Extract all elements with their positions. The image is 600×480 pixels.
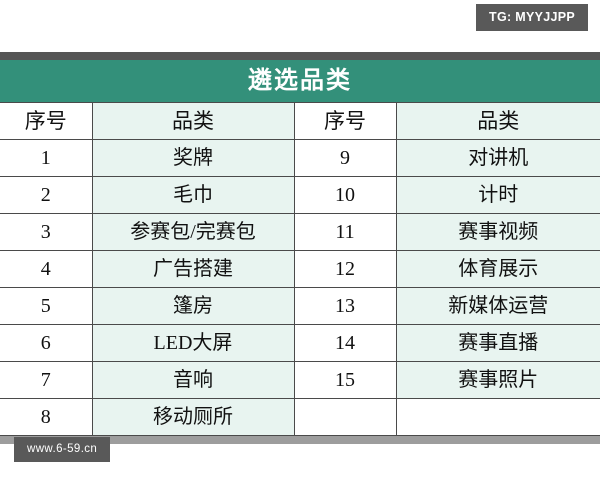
cell-cat-right: 新媒体运营 [395,287,600,325]
cell-num-right: 10 [293,176,397,214]
cell-num-right: 9 [293,139,397,177]
cell-num-left: 3 [0,213,93,251]
cell-cat-left: 毛巾 [91,176,295,214]
cell-num-left: 6 [0,324,93,362]
cell-cat-right: 赛事视频 [395,213,600,251]
table-bottom-strip [0,436,600,444]
cell-num-left: 8 [0,398,93,436]
table-title-bar: 遴选品类 [0,60,600,102]
cell-cat-right: 对讲机 [395,139,600,177]
cell-cat-right: 计时 [395,176,600,214]
table-body: 1 奖牌 9 对讲机 2 毛巾 10 计时 3 参赛包/完赛包 11 赛事视频 … [0,139,600,436]
table-row: 3 参赛包/完赛包 11 赛事视频 [0,213,600,251]
cell-cat-right: 赛事照片 [395,361,600,399]
table-header-row: 序号 品类 序号 品类 [0,102,600,140]
column-header-num-left: 序号 [0,102,93,140]
cell-num-right: 13 [293,287,397,325]
cell-cat-right [395,398,600,436]
table-row: 7 音响 15 赛事照片 [0,361,600,399]
column-header-cat-right: 品类 [395,102,600,140]
cell-cat-right: 赛事直播 [395,324,600,362]
table-row: 4 广告搭建 12 体育展示 [0,250,600,288]
cell-cat-left: 移动厕所 [91,398,295,436]
cell-num-left: 4 [0,250,93,288]
table-top-strip [0,52,600,60]
cell-num-left: 1 [0,139,93,177]
page-title: 遴选品类 [248,68,352,94]
cell-cat-left: 篷房 [91,287,295,325]
table-row: 2 毛巾 10 计时 [0,176,600,214]
cell-cat-left: 音响 [91,361,295,399]
telegram-watermark: TG: MYYJJPP [476,4,588,31]
column-header-num-right: 序号 [293,102,397,140]
table-row: 1 奖牌 9 对讲机 [0,139,600,177]
cell-cat-left: 奖牌 [91,139,295,177]
table-row: 6 LED大屏 14 赛事直播 [0,324,600,362]
cell-num-right [293,398,397,436]
cell-num-left: 2 [0,176,93,214]
cell-cat-left: 广告搭建 [91,250,295,288]
category-table: 序号 品类 序号 品类 1 奖牌 9 对讲机 2 毛巾 10 计时 3 参赛包/… [0,102,600,436]
cell-num-right: 14 [293,324,397,362]
cell-num-left: 7 [0,361,93,399]
cell-cat-left: 参赛包/完赛包 [91,213,295,251]
cell-cat-left: LED大屏 [91,324,295,362]
site-watermark: www.6-59.cn [14,436,111,462]
cell-num-left: 5 [0,287,93,325]
column-header-cat-left: 品类 [91,102,295,140]
table-row: 5 篷房 13 新媒体运营 [0,287,600,325]
cell-num-right: 11 [293,213,397,251]
cell-num-right: 15 [293,361,397,399]
table-row: 8 移动厕所 [0,398,600,436]
category-table-block: 遴选品类 序号 品类 序号 品类 1 奖牌 9 对讲机 2 毛巾 10 [0,52,600,444]
table-head: 序号 品类 序号 品类 [0,102,600,140]
cell-cat-right: 体育展示 [395,250,600,288]
cell-num-right: 12 [293,250,397,288]
